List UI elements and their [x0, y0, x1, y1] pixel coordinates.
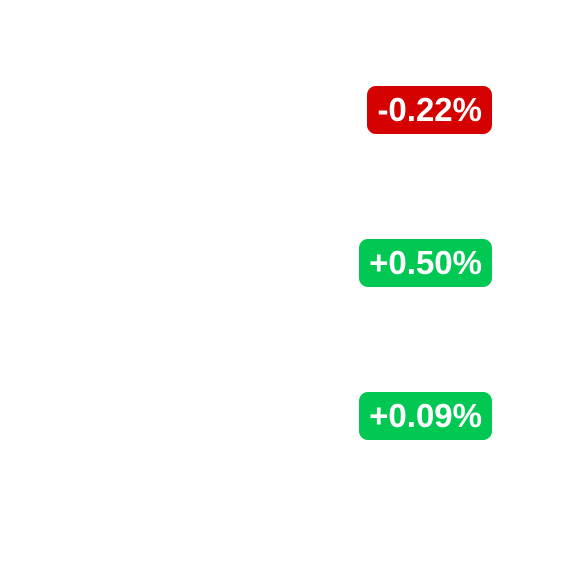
change-row: +0.50% — [359, 239, 492, 287]
change-row: -0.22% — [367, 86, 492, 134]
change-row: +0.09% — [359, 392, 492, 440]
percent-change-badge: +0.09% — [359, 392, 492, 440]
percent-change-badge: -0.22% — [367, 86, 492, 134]
percent-change-badge: +0.50% — [359, 239, 492, 287]
